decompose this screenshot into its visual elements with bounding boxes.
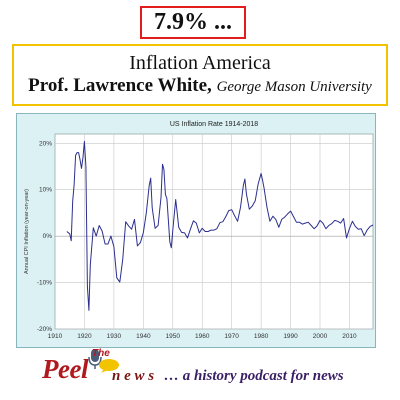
microphone-icon — [88, 349, 102, 369]
banner-author-line: Prof. Lawrence White, George Mason Unive… — [14, 74, 386, 99]
title-banner: Inflation America Prof. Lawrence White, … — [12, 44, 388, 106]
podcast-logo: The Peel n e w s … a history podcast for… — [40, 348, 380, 400]
x-tick-label: 1980 — [254, 333, 269, 340]
x-tick-label: 2010 — [342, 333, 357, 340]
x-tick-label: 1940 — [136, 333, 151, 340]
y-tick-label: 0% — [43, 233, 53, 240]
speech-bubble-icon — [99, 359, 119, 373]
x-tick-label: 1970 — [224, 333, 239, 340]
x-tick-label: 1910 — [48, 333, 63, 340]
x-tick-label: 1930 — [107, 333, 122, 340]
chart-title: US Inflation Rate 1914-2018 — [170, 121, 258, 128]
author-name: Prof. Lawrence White, — [28, 75, 212, 96]
y-tick-label: -10% — [37, 280, 52, 287]
logo-peel: Peel — [42, 354, 88, 384]
x-tick-label: 1950 — [166, 333, 181, 340]
logo-news: n e w s — [112, 368, 155, 384]
x-tick-label: 2000 — [313, 333, 328, 340]
podcast-tagline: … a history podcast for news — [164, 368, 344, 384]
headline-badge: 7.9% ... — [140, 6, 246, 39]
logo-the: The — [92, 348, 110, 359]
headline-text: 7.9% ... — [154, 9, 232, 35]
y-tick-label: -20% — [37, 326, 52, 333]
inflation-series-line — [66, 140, 374, 311]
x-tick-label: 1960 — [195, 333, 210, 340]
banner-title: Inflation America — [129, 52, 271, 74]
y-axis-label: Annual CPI Inflation (year-on-year) — [24, 189, 30, 274]
author-affiliation: George Mason University — [216, 79, 372, 95]
x-tick-label: 1920 — [77, 333, 92, 340]
y-tick-label: 10% — [39, 187, 52, 194]
chart-svg: US Inflation Rate 1914-2018 1910 1920 1930 1… — [24, 121, 374, 340]
x-tick-label: 1990 — [283, 333, 298, 340]
inflation-chart: US Inflation Rate 1914-2018 1910 1920 1930 1… — [16, 113, 376, 348]
y-tick-label: 20% — [39, 140, 52, 147]
